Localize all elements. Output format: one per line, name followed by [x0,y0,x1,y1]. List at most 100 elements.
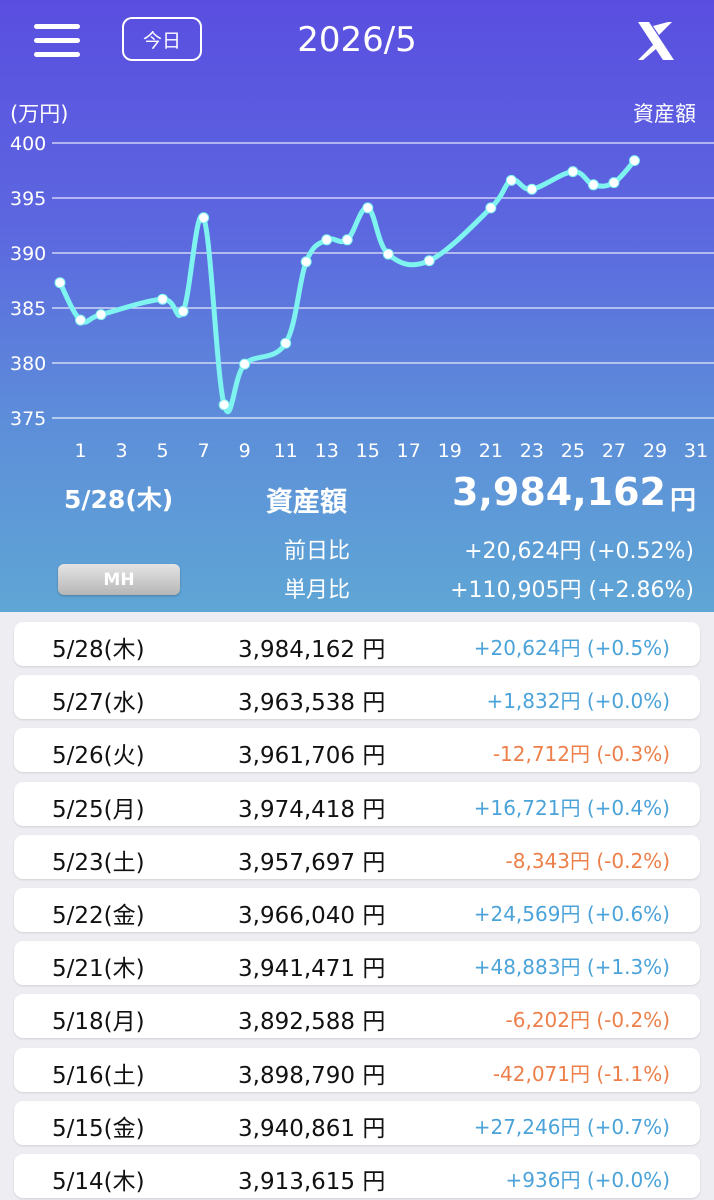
row-amount: 3,974,418 円 [238,796,386,823]
row-date: 5/16(土) [52,1062,145,1089]
list-item[interactable]: 5/21(木) 3,941,471 円 +48,883円 (+1.3%) [14,941,700,986]
x-tick-label: 7 [198,440,210,462]
data-point [239,358,251,370]
data-point [157,293,169,305]
y-axis-unit-label: (万円) [10,102,69,126]
data-point [423,255,435,267]
row-amount: 3,913,615 円 [238,1169,386,1195]
x-tick-label: 1 [74,440,86,462]
list-item[interactable]: 5/27(水) 3,963,538 円 +1,832円 (+0.0%) [14,675,700,720]
x-tick-label: 23 [520,440,544,462]
data-point [95,309,107,321]
data-point [321,234,333,246]
data-point [587,179,599,191]
row-amount: 3,940,861 円 [238,1115,386,1142]
x-logo-icon[interactable] [635,20,677,62]
day-diff-label: 前日比 [284,539,351,564]
data-point [526,183,538,195]
data-point [280,337,292,349]
row-date: 5/23(土) [52,849,145,876]
summary-unit: 円 [669,486,696,516]
row-amount: 3,984,162 円 [238,637,386,663]
x-tick-label: 29 [643,440,667,462]
y-tick-label: 385 [10,298,46,320]
month-diff-label: 単月比 [284,578,351,603]
row-date: 5/22(金) [52,903,145,929]
x-tick-label: 3 [116,440,128,462]
row-date: 5/21(木) [52,956,145,983]
row-date: 5/26(火) [52,743,145,770]
row-date: 5/28(木) [52,637,145,663]
x-tick-label: 15 [356,440,380,462]
data-point [341,234,353,246]
data-point [628,155,640,167]
x-tick-label: 5 [157,440,169,462]
row-date: 5/18(月) [52,1009,145,1036]
data-point [75,314,87,326]
row-change: +20,624円 (+0.5%) [473,636,670,660]
x-tick-label: 13 [315,440,339,462]
today-button[interactable]: 今日 [122,17,202,61]
row-date: 5/14(木) [52,1169,145,1195]
data-point [485,202,497,214]
hamburger-menu-icon[interactable] [34,22,80,60]
month-title: 2026/5 [297,20,417,60]
data-point [505,174,517,186]
row-amount: 3,957,697 円 [238,849,386,876]
row-amount: 3,898,790 円 [238,1062,386,1089]
data-point [54,277,66,289]
list-item[interactable]: 5/14(木) 3,913,615 円 +936円 (+0.0%) [14,1154,700,1198]
data-point [177,305,189,317]
row-change: -42,071円 (-1.1%) [492,1061,670,1086]
list-item[interactable]: 5/26(火) 3,961,706 円 -12,712円 (-0.3%) [14,728,700,773]
row-change: +936円 (+0.0%) [505,1168,670,1192]
row-change: -8,343円 (-0.2%) [505,848,670,873]
x-tick-label: 9 [239,440,251,462]
row-change: +27,246円 (+0.7%) [473,1114,670,1139]
row-amount: 3,961,706 円 [238,743,386,770]
x-tick-label: 31 [684,440,708,462]
data-point [567,166,579,178]
row-change: -12,712円 (-0.3%) [492,742,670,767]
x-tick-label: 11 [274,440,298,462]
list-item[interactable]: 5/22(金) 3,966,040 円 +24,569円 (+0.6%) [14,888,700,932]
list-item[interactable]: 5/25(月) 3,974,418 円 +16,721円 (+0.4%) [14,781,700,826]
x-tick-label: 19 [438,440,462,462]
row-change: +16,721円 (+0.4%) [473,795,670,820]
x-tick-label: 25 [561,440,585,462]
row-date: 5/25(月) [52,796,145,823]
data-point [218,399,230,411]
month-diff-value: +110,905円 (+2.86%) [450,578,694,603]
row-change: +48,883円 (+1.3%) [473,955,670,980]
row-amount: 3,941,471 円 [238,956,386,983]
row-amount: 3,963,538 円 [238,690,386,717]
list-item[interactable]: 5/18(月) 3,892,588 円 -6,202円 (-0.2%) [14,994,700,1039]
row-date: 5/27(水) [52,690,145,717]
list-item[interactable]: 5/28(木) 3,984,162 円 +20,624円 (+0.5%) [14,622,700,666]
x-tick-label: 27 [602,440,626,462]
day-diff-value: +20,624円 (+0.52%) [464,539,694,564]
row-date: 5/15(金) [52,1115,145,1142]
list-item[interactable]: 5/16(土) 3,898,790 円 -42,071円 (-1.1%) [14,1047,700,1092]
list-item[interactable]: 5/15(金) 3,940,861 円 +27,246円 (+0.7%) [14,1100,700,1145]
summary-panel: 今日 2026/5 (万円) 資産額 400 395 390 385 380 3 7 5 1 3 5… [0,0,714,612]
y-tick-label: 390 [10,243,46,265]
row-change: +24,569円 (+0.6%) [473,902,670,926]
x-tick-label: 17 [397,440,421,462]
chart-legend: 資産額 [633,102,696,126]
row-amount: 3,892,588 円 [238,1009,386,1036]
data-point [382,248,394,260]
data-point [198,212,210,224]
y-tick-label: 380 [10,353,46,375]
summary-label: 資産額 [266,487,347,518]
summary-date: 5/28(木) [64,485,174,514]
y-tick-label: 400 [10,133,46,155]
y-tick-label: 395 [10,188,46,210]
list-item[interactable]: 5/23(土) 3,957,697 円 -8,343円 (-0.2%) [14,834,700,879]
row-amount: 3,966,040 円 [238,903,386,929]
summary-amount: 3,984,162 [452,470,666,514]
mh-button[interactable]: MH [58,564,180,595]
data-point [608,177,620,189]
x-tick-label: 21 [479,440,503,462]
